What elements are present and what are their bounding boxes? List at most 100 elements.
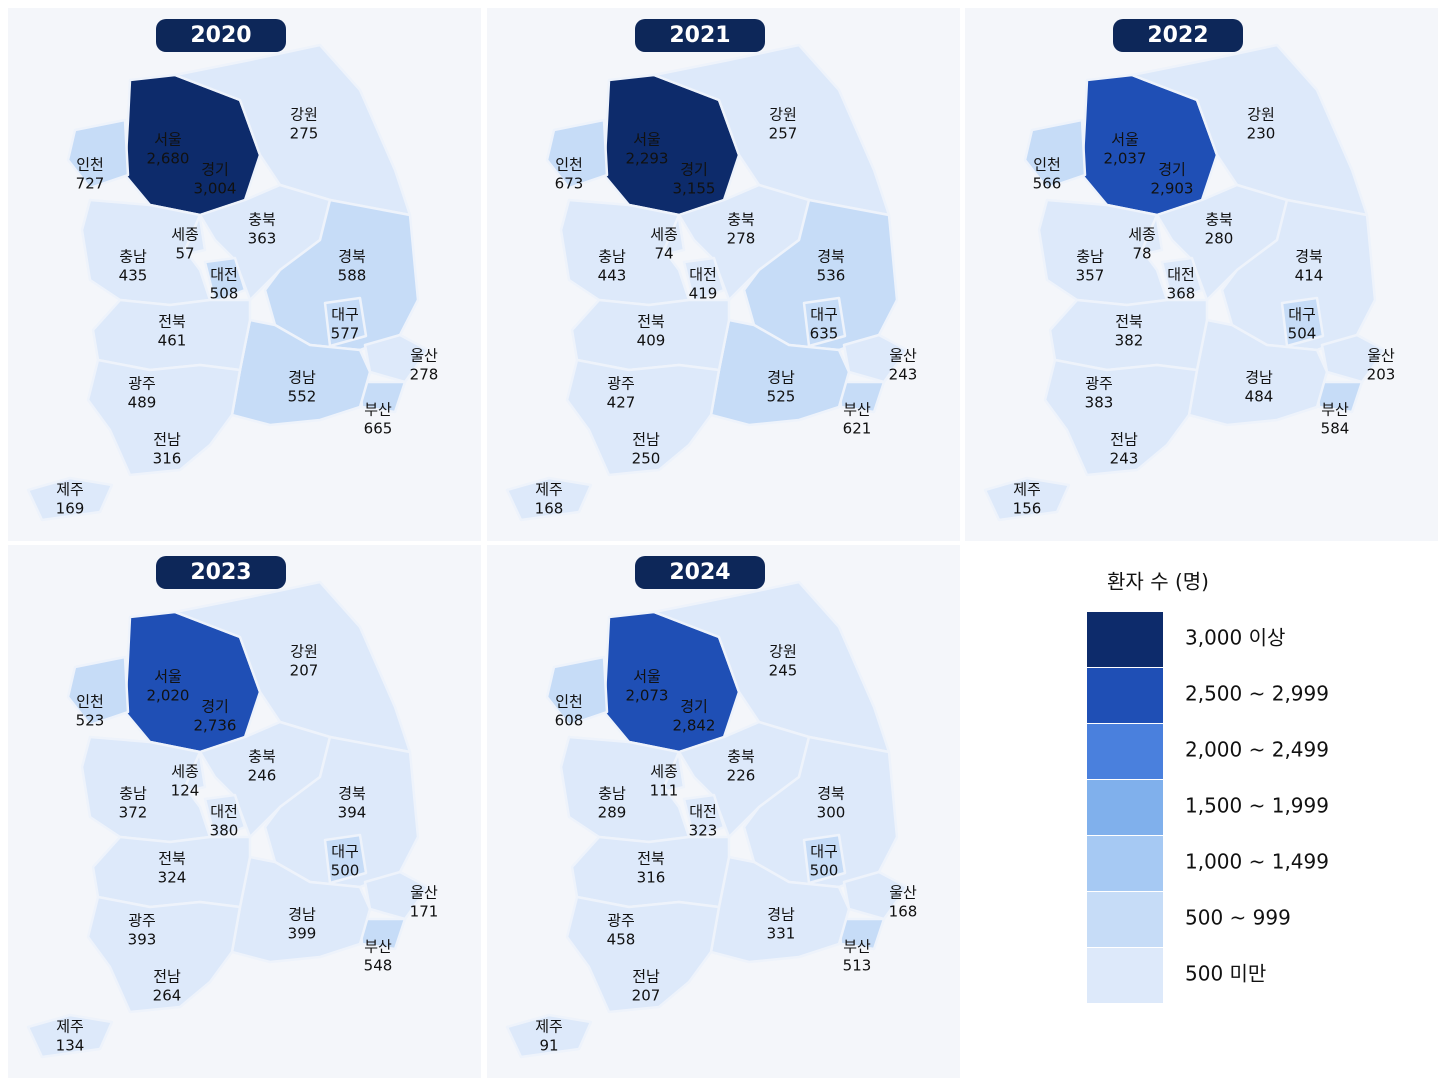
- region: [198, 183, 332, 302]
- region-name: 충남: [119, 785, 147, 803]
- region-name: 서울: [1111, 131, 1139, 149]
- region-name: 충남: [1076, 248, 1104, 266]
- region-name: 부산: [843, 938, 871, 956]
- region-value: 372: [119, 804, 148, 822]
- region: [66, 655, 130, 727]
- region-name: 전북: [637, 850, 665, 868]
- region-name: 경북: [1295, 248, 1323, 266]
- region-value: 2,903: [1151, 180, 1194, 198]
- region-name: 전남: [153, 431, 181, 449]
- region-name: 서울: [154, 668, 182, 686]
- region: [545, 118, 609, 190]
- region-name: 인천: [555, 156, 583, 174]
- region-name: 충북: [727, 748, 755, 766]
- region-name: 울산: [889, 347, 917, 365]
- region-value: 409: [637, 332, 666, 350]
- region: [1043, 358, 1199, 477]
- region-name: 경북: [338, 785, 366, 803]
- year-label: 2020: [190, 23, 251, 48]
- year-badge: [156, 19, 286, 52]
- region-name: 제주: [56, 1018, 84, 1036]
- region-name: 인천: [76, 693, 104, 711]
- region-value: 111: [650, 782, 679, 800]
- region-name: 대전: [1167, 266, 1195, 284]
- region-value: 243: [889, 366, 918, 384]
- region-value: 621: [843, 420, 872, 438]
- region-value: 230: [1247, 125, 1276, 143]
- region-value: 168: [535, 500, 564, 518]
- region-value: 414: [1295, 267, 1324, 285]
- region-name: 강원: [290, 643, 318, 661]
- region-value: 443: [598, 267, 627, 285]
- region-value: 513: [843, 957, 872, 975]
- region-value: 2,842: [673, 717, 716, 735]
- region-value: 523: [76, 712, 105, 730]
- region-name: 부산: [364, 938, 392, 956]
- region: [545, 655, 609, 727]
- region-value: 393: [128, 931, 157, 949]
- region-name: 울산: [889, 884, 917, 902]
- region-name: 제주: [1013, 481, 1041, 499]
- region-name: 부산: [1321, 401, 1349, 419]
- region-value: 257: [769, 125, 798, 143]
- legend-swatch: [1087, 948, 1163, 1003]
- region-value: 2,680: [147, 150, 190, 168]
- region-value: 382: [1115, 332, 1144, 350]
- region-name: 강원: [769, 643, 797, 661]
- region-value: 289: [598, 804, 627, 822]
- region-value: 226: [727, 767, 756, 785]
- region-value: 2,736: [194, 717, 237, 735]
- region: [565, 358, 721, 477]
- region-value: 250: [632, 450, 661, 468]
- region-name: 전남: [632, 968, 660, 986]
- region-name: 경기: [201, 698, 229, 716]
- region-name: 경남: [288, 906, 316, 924]
- region: [983, 476, 1071, 522]
- region: [26, 1013, 114, 1059]
- region-value: 74: [654, 245, 673, 263]
- region-name: 울산: [1367, 347, 1395, 365]
- region-name: 서울: [154, 131, 182, 149]
- year-badge: [635, 556, 765, 589]
- region-name: 대전: [210, 266, 238, 284]
- region-name: 경북: [817, 248, 845, 266]
- region-name: 광주: [1085, 375, 1113, 393]
- region-value: 588: [338, 267, 367, 285]
- region-value: 525: [767, 388, 796, 406]
- region-name: 제주: [535, 481, 563, 499]
- region: [802, 833, 847, 885]
- legend-swatch: [1087, 780, 1163, 835]
- region-value: 280: [1205, 230, 1234, 248]
- region-value: 2,293: [626, 150, 669, 168]
- legend-label: 1,000 ~ 1,499: [1185, 850, 1329, 874]
- region-name: 충남: [598, 785, 626, 803]
- region-value: 316: [153, 450, 182, 468]
- year-badge: [156, 556, 286, 589]
- region-value: 275: [290, 125, 319, 143]
- region: [86, 358, 242, 477]
- region-value: 608: [555, 712, 584, 730]
- region-value: 78: [1132, 245, 1151, 263]
- legend-label: 2,000 ~ 2,499: [1185, 738, 1329, 762]
- region-name: 대전: [689, 803, 717, 821]
- region-name: 경북: [338, 248, 366, 266]
- region-name: 대전: [689, 266, 717, 284]
- region-name: 경기: [1158, 161, 1186, 179]
- region-name: 경기: [680, 698, 708, 716]
- region: [505, 1013, 593, 1059]
- region-name: 경북: [817, 785, 845, 803]
- region-value: 324: [158, 869, 187, 887]
- region-value: 264: [153, 987, 182, 1005]
- region-value: 635: [810, 325, 839, 343]
- region: [1155, 183, 1289, 302]
- region-value: 316: [637, 869, 666, 887]
- region-name: 강원: [769, 106, 797, 124]
- region-name: 전북: [1115, 313, 1143, 331]
- region-name: 경남: [767, 906, 795, 924]
- legend-swatch: [1087, 668, 1163, 723]
- region-name: 부산: [364, 401, 392, 419]
